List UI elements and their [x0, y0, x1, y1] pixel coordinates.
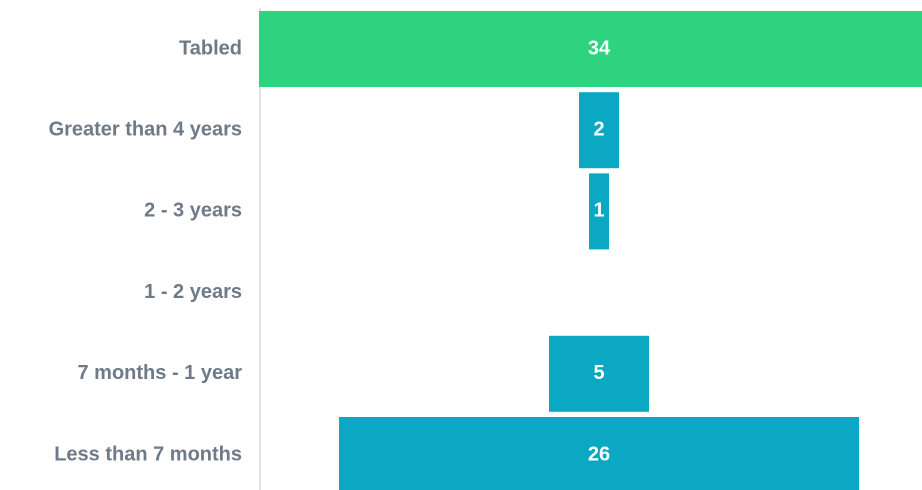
category-label: Tabled — [179, 37, 242, 59]
category-label: 2 - 3 years — [144, 200, 242, 222]
value-label: 26 — [588, 443, 610, 465]
funnel-bar — [579, 92, 619, 169]
funnel-bar — [589, 173, 609, 250]
category-label: Less than 7 months — [54, 443, 242, 465]
value-label: 34 — [588, 37, 611, 59]
value-label: 1 — [593, 200, 604, 222]
funnel-bar — [339, 417, 859, 490]
category-label: 1 - 2 years — [144, 281, 242, 303]
category-label: Greater than 4 years — [49, 118, 242, 140]
value-label: 5 — [593, 362, 604, 384]
funnel-bar — [549, 335, 649, 412]
funnel-bar — [259, 11, 922, 87]
value-label: 2 — [593, 118, 604, 140]
category-label: 7 months - 1 year — [77, 362, 242, 384]
